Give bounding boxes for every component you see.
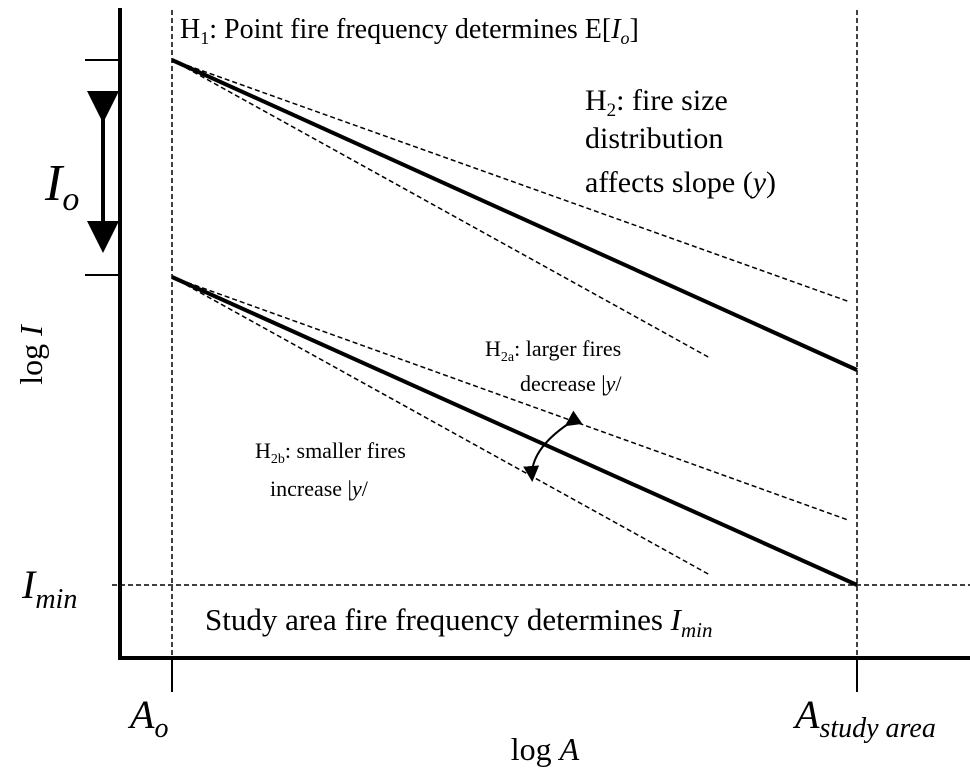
h2a-label: decrease |y/ — [520, 371, 622, 396]
line — [171, 275, 858, 587]
h2b-label: H2b: smaller fires — [255, 438, 406, 467]
axes — [85, 8, 970, 692]
io-label: Io — [44, 155, 79, 218]
h2-label: distribution — [585, 122, 723, 155]
line — [171, 276, 711, 576]
curved-arrow — [523, 410, 583, 482]
guides — [112, 10, 970, 658]
y-axis-label: log I — [13, 324, 49, 385]
line — [171, 58, 858, 372]
line — [171, 59, 711, 359]
ao-label: Ao — [127, 692, 168, 744]
h1-label: H1: Point fire frequency determines E[Io… — [180, 14, 639, 48]
x-axis-label: log A — [511, 731, 580, 767]
astudy-label: Astudy area — [792, 692, 936, 744]
study-area-label: Study area fire frequency determines Imi… — [205, 602, 712, 642]
imin-label: Imin — [21, 562, 77, 615]
h2a-label: H2a: larger fires — [485, 336, 621, 365]
h2-label: affects slope (y) — [585, 166, 776, 199]
h2b-label: increase |y/ — [270, 476, 369, 501]
h2-label: H2: fire size — [585, 84, 728, 121]
